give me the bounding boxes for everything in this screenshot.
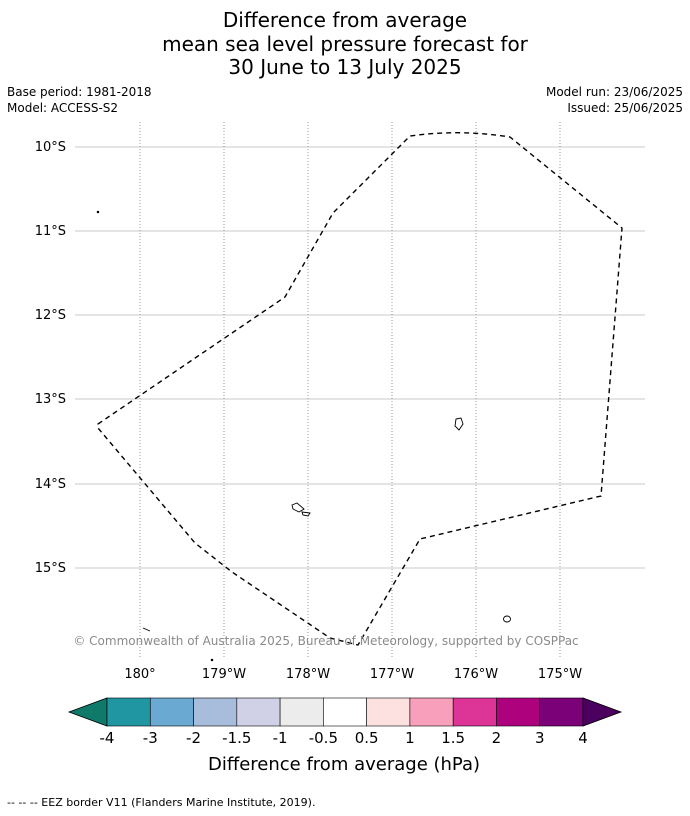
model-name: Model: ACCESS-S2 (7, 101, 119, 115)
colorbar-tick-label: -3 (143, 729, 158, 747)
copyright-text: © Commonwealth of Australia 2025, Bureau… (73, 634, 578, 648)
lat-label: 11°S (35, 224, 66, 239)
colorbar-box (539, 697, 584, 727)
lon-label: 179°W (202, 667, 246, 682)
lon-label: 175°W (538, 667, 582, 682)
colorbar-box (279, 697, 324, 727)
lon-label: 176°W (454, 667, 498, 682)
lat-label: 15°S (35, 561, 66, 576)
colorbar-extend-high (582, 697, 623, 727)
lon-gridlines (139, 122, 561, 658)
title-line-2: mean sea level pressure forecast for (162, 32, 528, 56)
colorbar-tick-label: 0.5 (355, 729, 379, 747)
colorbar-tick-label: -1.5 (222, 729, 251, 747)
colorbar-box (323, 697, 367, 727)
title-line-3: 30 June to 13 July 2025 (228, 55, 462, 79)
colorbar-box (366, 697, 411, 727)
colorbar-extend-low (67, 697, 108, 727)
island (503, 615, 511, 623)
colorbar-box (496, 697, 541, 727)
colorbar-tick-label: -1 (273, 729, 288, 747)
colorbar-tick-label: 1 (405, 729, 415, 747)
colorbar-tick-label: -2 (186, 729, 201, 747)
eez-footnote: -- -- -- EEZ border V11 (Flanders Marine… (7, 796, 316, 809)
lat-gridlines (75, 146, 645, 569)
island (142, 627, 151, 632)
lon-label: 177°W (370, 667, 414, 682)
colorbar-ticks: -4 -3 -2 -1.5 -1 -0.5 0.5 1 1.5 2 3 4 (100, 729, 588, 747)
colorbar-tick-label: -0.5 (309, 729, 338, 747)
lat-label: 13°S (35, 392, 66, 407)
island (210, 658, 214, 662)
title-line-1: Difference from average (222, 8, 468, 32)
lon-label: 178°W (286, 667, 330, 682)
colorbar-tick-label: 3 (535, 729, 545, 747)
colorbar-box (452, 697, 497, 727)
colorbar-box (149, 697, 194, 727)
colorbar-box (193, 697, 238, 727)
islands (96, 210, 511, 662)
base-period: Base period: 1981-2018 (7, 85, 152, 99)
island (96, 210, 100, 214)
island (454, 417, 464, 431)
colorbar-label: Difference from average (hPa) (208, 754, 480, 775)
colorbar (67, 697, 623, 727)
island (301, 511, 311, 517)
lon-label: 180° (124, 667, 155, 682)
issued-date: Issued: 25/06/2025 (567, 101, 683, 115)
lat-label: 10°S (35, 140, 66, 155)
colorbar-box (236, 697, 281, 727)
model-run: Model run: 23/06/2025 (545, 85, 683, 99)
colorbar-box (106, 697, 151, 727)
lat-label: 12°S (35, 308, 66, 323)
island (291, 502, 305, 513)
eez-border (97, 132, 623, 646)
colorbar-box (409, 697, 454, 727)
colorbar-tick-label: -4 (100, 729, 115, 747)
colorbar-tick-label: 1.5 (441, 729, 465, 747)
colorbar-tick-label: 2 (492, 729, 502, 747)
lat-label: 14°S (35, 477, 66, 492)
colorbar-tick-label: 4 (578, 729, 588, 747)
